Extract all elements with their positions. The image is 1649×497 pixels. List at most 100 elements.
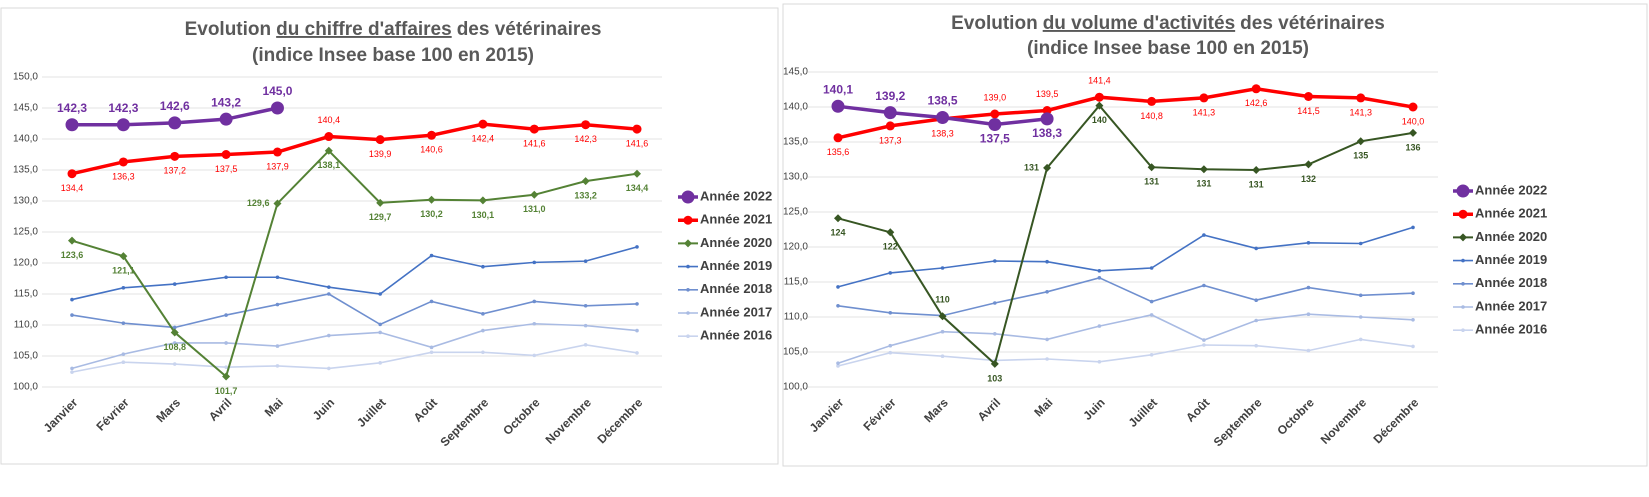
data-label: 130,1 (472, 210, 495, 220)
marker (836, 364, 840, 368)
y-tick-label: 100,0 (13, 382, 38, 393)
data-label: 140,0 (1402, 116, 1425, 126)
marker (273, 199, 282, 208)
title-part: du volume d'activités (1043, 13, 1235, 34)
data-label: 140,8 (1140, 111, 1163, 121)
chart-subtitle: (indice Insee base 100 en 2015) (252, 45, 534, 66)
data-label: 108,8 (163, 342, 186, 352)
data-label: 142,4 (472, 133, 495, 143)
marker (429, 299, 434, 304)
y-tick-label: 110,0 (14, 320, 39, 331)
data-label: 135 (1353, 151, 1368, 161)
marker (936, 111, 950, 124)
marker (327, 333, 331, 338)
marker (883, 106, 897, 120)
title-part: du chiffre d'affaires (276, 19, 452, 40)
marker (170, 151, 180, 161)
data-label: 101,7 (215, 386, 238, 396)
y-tick-label: 140,0 (13, 134, 38, 145)
title-part: Evolution (951, 13, 1038, 34)
data-label: 129,6 (247, 198, 270, 208)
title-part: des vétérinaires (457, 19, 602, 40)
data-label: 141,5 (1297, 106, 1320, 116)
data-label: 103 (987, 373, 1002, 383)
data-label: 137,3 (879, 135, 902, 145)
marker (1411, 225, 1415, 230)
legend-marker (1461, 328, 1465, 333)
marker (993, 301, 997, 305)
legend-marker (683, 215, 693, 225)
series-line (71, 149, 638, 379)
legend-marker (684, 239, 692, 248)
marker (478, 196, 487, 205)
data-label: 124 (830, 228, 845, 238)
marker (581, 177, 590, 186)
legend-label: Année 2020 (700, 235, 772, 250)
chart-title: Evolution du chiffre d'affaires des vétéri… (185, 19, 602, 40)
marker (375, 135, 385, 145)
marker (378, 322, 382, 327)
data-label: 134,4 (61, 183, 84, 193)
y-tick-label: 125,0 (783, 207, 808, 218)
data-label: 123,6 (61, 250, 84, 260)
marker (70, 366, 74, 371)
data-label: 141,3 (1193, 107, 1216, 117)
y-tick-label: 130,0 (783, 172, 808, 183)
data-label: 134,4 (626, 183, 649, 193)
marker (119, 252, 128, 261)
marker (888, 311, 893, 315)
y-tick-label: 120,0 (783, 242, 808, 253)
marker (1045, 357, 1049, 361)
legend-marker (1459, 233, 1467, 242)
marker (1358, 293, 1363, 298)
legend-label: Année 2020 (1475, 229, 1547, 244)
marker (1254, 298, 1258, 303)
marker (1408, 102, 1418, 112)
y-tick-label: 150,0 (13, 72, 38, 83)
legend-label: Année 2021 (700, 212, 772, 227)
marker (635, 328, 639, 333)
y-tick-label: 100,0 (783, 382, 808, 393)
series-line (71, 246, 638, 301)
marker (836, 361, 840, 366)
panel (782, 3, 1648, 467)
marker (532, 299, 537, 304)
y-tick-label: 145,0 (783, 67, 808, 78)
marker (121, 360, 126, 365)
marker (990, 359, 999, 368)
y-tick-label: 135,0 (13, 165, 38, 176)
data-label: 137,9 (266, 161, 289, 171)
data-label: 142,3 (574, 134, 597, 144)
marker (68, 236, 76, 245)
data-label: 142,6 (1245, 98, 1268, 108)
marker (221, 150, 231, 159)
marker (988, 118, 1002, 131)
marker (376, 198, 385, 207)
marker (378, 292, 382, 296)
y-tick-label: 110,0 (784, 312, 809, 323)
y-tick-label: 145,0 (13, 103, 38, 114)
marker (1411, 344, 1415, 349)
y-tick-label: 140,0 (783, 102, 808, 113)
marker (481, 264, 485, 269)
data-label: 110 (935, 295, 950, 305)
data-label: 143,2 (211, 95, 241, 109)
marker (1097, 324, 1102, 328)
legend-marker (681, 190, 695, 204)
marker (940, 266, 945, 270)
marker (118, 157, 128, 167)
marker (1147, 163, 1156, 172)
series-line (71, 344, 638, 373)
marker (940, 329, 945, 334)
marker (1147, 96, 1157, 106)
legend-marker (686, 334, 690, 339)
marker (885, 121, 895, 131)
marker (1043, 163, 1052, 172)
data-label: 142,3 (108, 101, 138, 115)
marker (378, 361, 382, 365)
data-label: 141,6 (626, 138, 649, 148)
marker (168, 116, 182, 130)
marker (429, 345, 434, 350)
marker (70, 370, 74, 374)
